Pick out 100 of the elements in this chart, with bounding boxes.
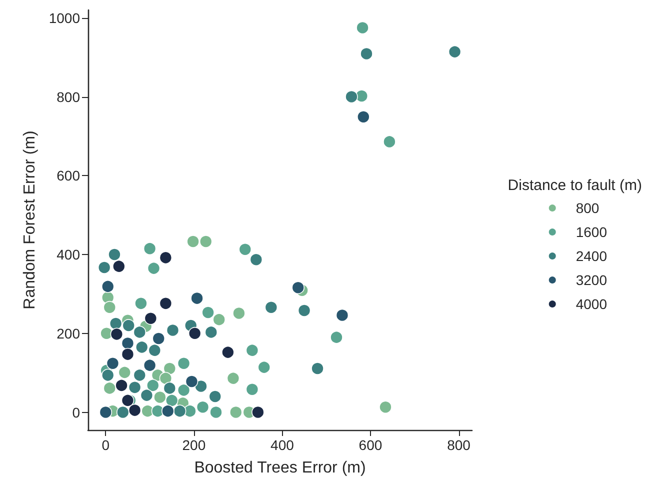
y-tick-label: 400 — [56, 246, 80, 263]
point — [184, 404, 196, 418]
x-tick-label: 400 — [270, 437, 294, 453]
y-tick-label: 1000 — [48, 10, 80, 26]
point — [204, 326, 218, 339]
point — [222, 346, 234, 359]
point — [229, 406, 242, 419]
point — [163, 362, 176, 375]
point — [186, 235, 200, 248]
point — [383, 135, 396, 148]
y-tick-label: 200 — [56, 325, 80, 342]
point — [141, 404, 154, 418]
point — [115, 379, 128, 392]
point — [345, 90, 358, 104]
point — [121, 348, 134, 361]
point — [135, 340, 148, 354]
x-tick-label: 200 — [182, 437, 206, 453]
point — [185, 375, 198, 388]
point — [110, 328, 124, 341]
point — [199, 235, 212, 248]
point — [128, 381, 142, 394]
x-tick-label: 0 — [102, 437, 110, 453]
x-axis-title: Boosted Trees Error (m) — [194, 460, 366, 476]
point — [103, 382, 116, 395]
point — [106, 356, 120, 370]
point — [246, 382, 259, 396]
point — [258, 360, 271, 374]
point — [336, 308, 349, 322]
point — [194, 380, 208, 393]
point — [246, 344, 259, 357]
point — [356, 21, 369, 34]
point — [252, 406, 264, 419]
point — [98, 261, 111, 274]
point — [292, 281, 304, 294]
point — [298, 304, 311, 317]
point — [330, 330, 343, 344]
point — [144, 312, 158, 325]
point — [140, 388, 154, 402]
point — [100, 326, 113, 340]
point — [250, 253, 263, 266]
y-tick-label: 800 — [56, 88, 80, 105]
point — [238, 242, 252, 256]
point — [188, 326, 202, 340]
y-axis-title: Random Forest Error (m) — [21, 130, 38, 310]
point — [232, 306, 246, 320]
point — [159, 297, 172, 310]
point — [226, 372, 240, 385]
point — [162, 404, 174, 418]
point — [210, 406, 222, 419]
point — [118, 366, 132, 379]
point — [99, 406, 112, 419]
point — [128, 404, 142, 417]
point — [133, 326, 146, 339]
point — [122, 319, 136, 332]
point — [154, 390, 166, 404]
point — [177, 384, 190, 397]
legend-label: 1600 — [576, 224, 608, 240]
point — [143, 358, 156, 372]
point — [151, 404, 164, 418]
point — [121, 394, 134, 407]
point — [133, 368, 146, 382]
point — [116, 406, 130, 419]
point — [448, 45, 462, 58]
legend-label: 800 — [576, 200, 600, 216]
point — [360, 47, 373, 60]
legend-label: 3200 — [576, 272, 608, 288]
point — [165, 394, 178, 407]
point — [166, 324, 180, 337]
point — [357, 110, 370, 124]
point — [103, 300, 116, 314]
y-tick-label: 0 — [72, 404, 80, 420]
point — [311, 362, 324, 375]
point — [101, 280, 114, 293]
point — [173, 404, 186, 418]
point — [208, 390, 222, 403]
point — [112, 260, 126, 273]
point — [379, 400, 392, 414]
legend-label: 2400 — [576, 248, 608, 264]
point — [148, 344, 162, 357]
point — [146, 379, 160, 392]
x-tick-label: 800 — [447, 437, 471, 453]
legend-label: 4000 — [576, 296, 608, 312]
point — [190, 292, 204, 305]
point — [147, 262, 160, 275]
legend-title: Distance to fault (m) — [508, 177, 642, 194]
point — [108, 248, 121, 261]
point — [163, 382, 176, 395]
x-tick-label: 600 — [358, 437, 382, 453]
point — [134, 297, 148, 310]
point — [196, 400, 210, 414]
point — [121, 336, 134, 350]
point — [109, 317, 122, 330]
point — [202, 306, 214, 319]
point — [159, 251, 172, 264]
point — [212, 313, 226, 326]
point — [264, 300, 278, 314]
point — [152, 332, 166, 345]
point — [143, 242, 156, 255]
point — [177, 356, 190, 370]
y-tick-label: 600 — [56, 168, 80, 184]
